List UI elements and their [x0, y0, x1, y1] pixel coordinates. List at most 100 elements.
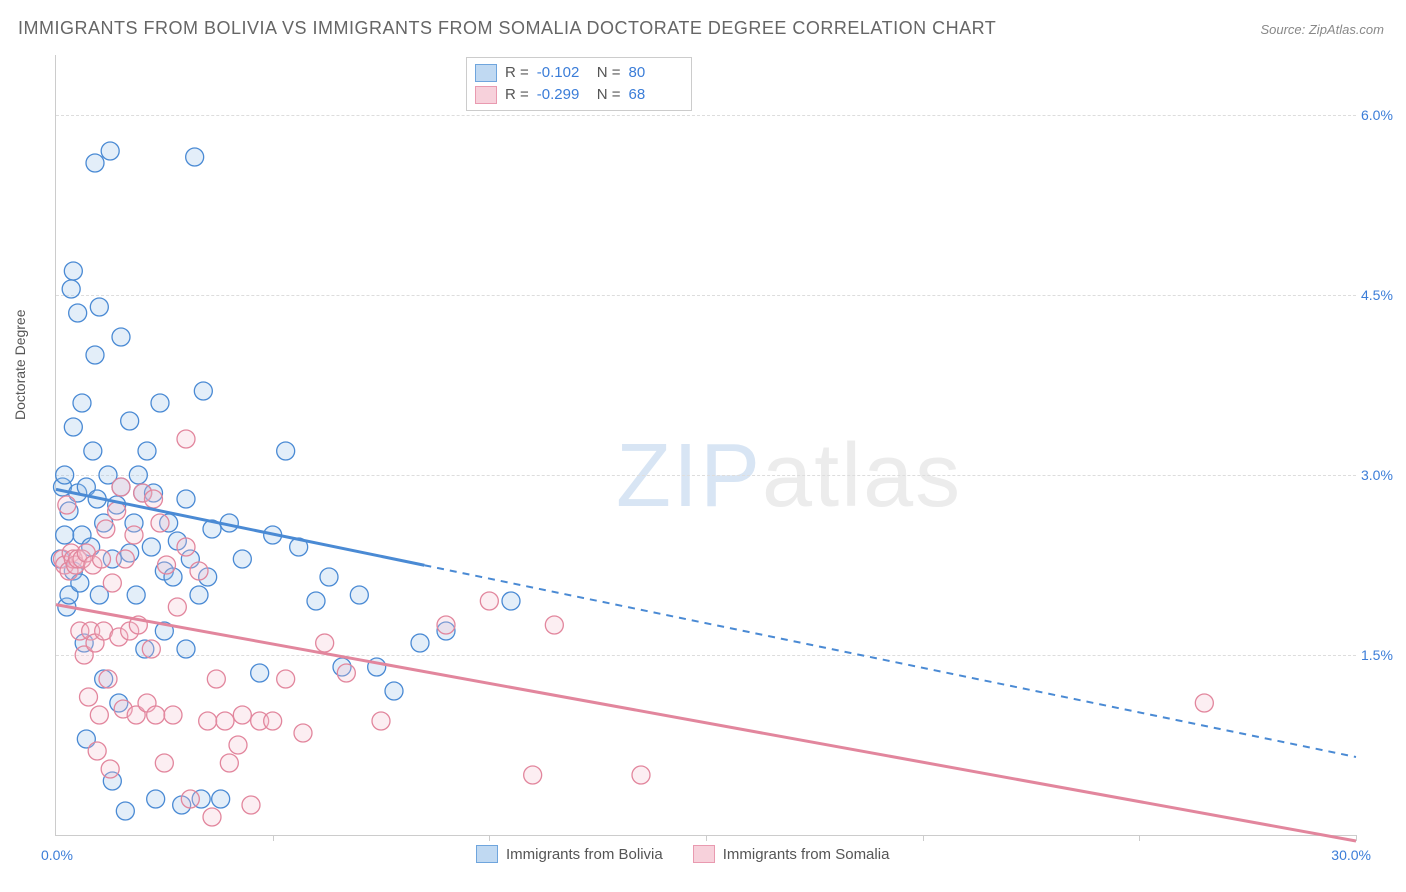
r-value-somalia: -0.299 [537, 84, 589, 106]
x-tick [489, 835, 490, 841]
x-tick [923, 835, 924, 841]
scatter-point [69, 304, 87, 322]
scatter-point [229, 736, 247, 754]
scatter-point [632, 766, 650, 784]
scatter-point [294, 724, 312, 742]
stats-legend: R = -0.102 N = 80 R = -0.299 N = 68 [466, 57, 692, 111]
scatter-point [1195, 694, 1213, 712]
scatter-point [56, 526, 74, 544]
scatter-point [437, 616, 455, 634]
source-attribution: Source: ZipAtlas.com [1260, 22, 1384, 37]
scatter-point [216, 712, 234, 730]
scatter-point [103, 574, 121, 592]
scatter-point [316, 634, 334, 652]
legend-item-somalia: Immigrants from Somalia [693, 845, 890, 863]
scatter-point [181, 790, 199, 808]
scatter-point [129, 466, 147, 484]
scatter-point [56, 466, 74, 484]
n-value-somalia: 68 [629, 84, 681, 106]
x-axis-max-label: 30.0% [1331, 847, 1371, 863]
scatter-point [121, 412, 139, 430]
legend-label-somalia: Immigrants from Somalia [723, 846, 890, 863]
scatter-point [320, 568, 338, 586]
scatter-point [99, 670, 117, 688]
scatter-point [177, 430, 195, 448]
swatch-bolivia [475, 64, 497, 82]
scatter-point [86, 346, 104, 364]
swatch-somalia [475, 86, 497, 104]
chart-title: IMMIGRANTS FROM BOLIVIA VS IMMIGRANTS FR… [18, 18, 996, 39]
scatter-point [545, 616, 563, 634]
scatter-point [101, 760, 119, 778]
scatter-point [385, 682, 403, 700]
scatter-point [220, 754, 238, 772]
scatter-point [242, 796, 260, 814]
x-tick [706, 835, 707, 841]
scatter-point [233, 550, 251, 568]
scatter-point [64, 262, 82, 280]
scatter-point [147, 706, 165, 724]
scatter-point [190, 562, 208, 580]
scatter-point [372, 712, 390, 730]
scatter-point [112, 328, 130, 346]
scatter-point [64, 418, 82, 436]
scatter-point [62, 280, 80, 298]
legend-label-bolivia: Immigrants from Bolivia [506, 846, 663, 863]
scatter-point [138, 442, 156, 460]
scatter-point [194, 382, 212, 400]
y-tick-label: 3.0% [1361, 467, 1406, 483]
chart-svg [56, 55, 1356, 835]
scatter-point [207, 670, 225, 688]
swatch-bolivia [476, 845, 498, 863]
scatter-point [177, 640, 195, 658]
series-legend: Immigrants from Bolivia Immigrants from … [476, 845, 889, 863]
y-tick-label: 4.5% [1361, 287, 1406, 303]
scatter-point [90, 706, 108, 724]
scatter-point [158, 556, 176, 574]
scatter-point [177, 538, 195, 556]
legend-item-bolivia: Immigrants from Bolivia [476, 845, 663, 863]
scatter-point [80, 688, 98, 706]
r-value-bolivia: -0.102 [537, 62, 589, 84]
scatter-point [264, 712, 282, 730]
y-axis-label: Doctorate Degree [12, 309, 28, 420]
scatter-point [411, 634, 429, 652]
scatter-point [101, 142, 119, 160]
scatter-point [168, 598, 186, 616]
scatter-point [112, 478, 130, 496]
scatter-point [86, 154, 104, 172]
n-label: N = [597, 62, 621, 84]
scatter-point [58, 496, 76, 514]
n-value-bolivia: 80 [629, 62, 681, 84]
scatter-point [277, 442, 295, 460]
scatter-point [203, 808, 221, 826]
scatter-point [233, 706, 251, 724]
y-tick-label: 1.5% [1361, 647, 1406, 663]
source-name: ZipAtlas.com [1309, 22, 1384, 37]
scatter-point [142, 640, 160, 658]
stats-row-somalia: R = -0.299 N = 68 [475, 84, 681, 106]
scatter-point [186, 148, 204, 166]
scatter-point [97, 520, 115, 538]
scatter-point [145, 490, 163, 508]
scatter-point [524, 766, 542, 784]
scatter-point [116, 802, 134, 820]
r-label: R = [505, 84, 529, 106]
y-tick-label: 6.0% [1361, 107, 1406, 123]
scatter-point [190, 586, 208, 604]
scatter-point [90, 298, 108, 316]
scatter-point [116, 550, 134, 568]
stats-row-bolivia: R = -0.102 N = 80 [475, 62, 681, 84]
x-tick [1356, 835, 1357, 841]
scatter-point [142, 538, 160, 556]
scatter-point [480, 592, 498, 610]
scatter-point [125, 526, 143, 544]
x-tick [273, 835, 274, 841]
scatter-point [151, 514, 169, 532]
scatter-point [199, 712, 217, 730]
scatter-point [73, 394, 91, 412]
scatter-point [147, 790, 165, 808]
trend-line-dashed [424, 565, 1356, 757]
scatter-point [164, 706, 182, 724]
x-tick [1139, 835, 1140, 841]
